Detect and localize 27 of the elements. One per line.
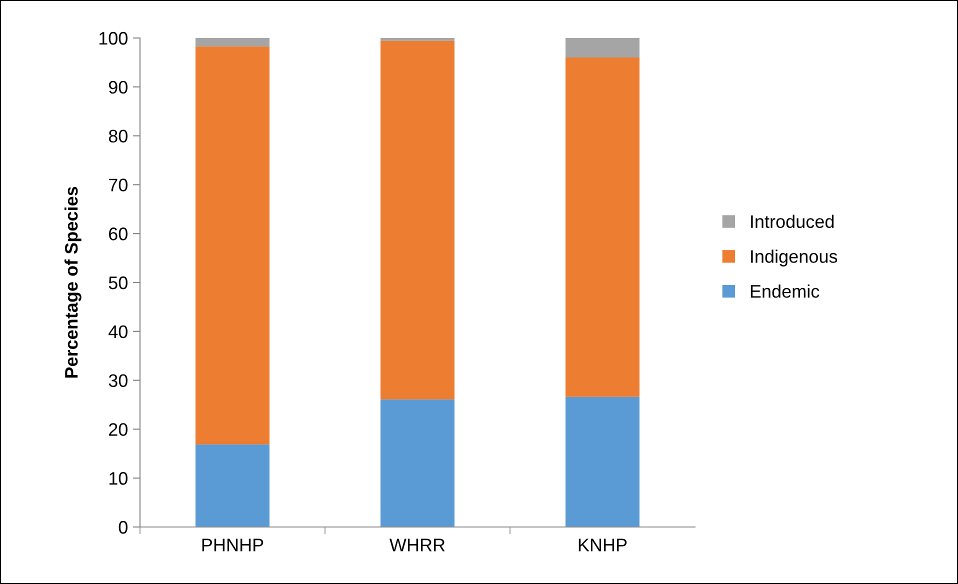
y-tick-label: 50: [108, 276, 128, 290]
legend-label: Endemic: [750, 284, 820, 298]
y-tick-label: 20: [109, 423, 128, 436]
bar: [196, 38, 270, 46]
bar: [380, 38, 454, 41]
y-tick-label: 70: [109, 178, 128, 192]
bar: [196, 444, 270, 527]
y-axis-title: Percentage of Species: [64, 186, 82, 378]
y-tick-label: 80: [108, 130, 128, 143]
bar: [380, 40, 454, 400]
y-tick-label: 0: [118, 520, 128, 534]
bar: [380, 399, 454, 527]
y-tick-label: 30: [108, 374, 128, 388]
x-tick-label: WHRR: [390, 538, 445, 552]
x-tick-label: KNHP: [578, 538, 627, 552]
y-tick-label: 100: [99, 32, 128, 45]
y-tick-label: 10: [109, 472, 128, 485]
bar: [566, 38, 640, 58]
bar: [566, 58, 640, 397]
bar: [566, 396, 640, 527]
y-tick-label: 60: [109, 228, 128, 240]
bar: [196, 46, 270, 444]
legend-label: Indigenous: [751, 250, 838, 266]
y-tick-label: 90: [108, 80, 128, 94]
x-tick-label: PHNHP: [202, 538, 264, 552]
legend-label: Introduced: [751, 214, 834, 228]
y-tick-label: 40: [108, 325, 128, 338]
